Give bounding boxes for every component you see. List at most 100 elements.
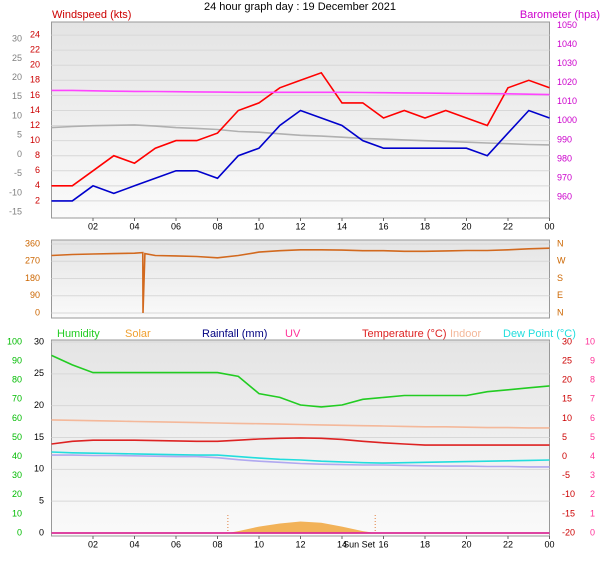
line bbox=[51, 71, 550, 187]
y3-tick-label: 60 bbox=[12, 413, 22, 423]
area bbox=[227, 521, 376, 533]
x-tick-label: 22 bbox=[503, 539, 513, 549]
y2-tick-label: N bbox=[557, 307, 564, 317]
legend-entry: Solar bbox=[125, 328, 151, 340]
y3-tick-label: -10 bbox=[9, 187, 22, 197]
y3-tick-label: 50 bbox=[12, 432, 22, 442]
annotation: Sun Set bbox=[343, 539, 376, 549]
y2-tick-label: 1030 bbox=[557, 58, 577, 68]
x-tick-label: 18 bbox=[420, 539, 430, 549]
y-tick-label: 20 bbox=[30, 60, 40, 70]
legend-entry: Dew Point (°C) bbox=[503, 328, 576, 340]
line bbox=[51, 419, 550, 429]
legend-entry: UV bbox=[285, 328, 301, 340]
y2-tick-label: 980 bbox=[557, 153, 572, 163]
y3-tick-label: 5 bbox=[17, 130, 22, 140]
y3-tick-label: -15 bbox=[9, 207, 22, 217]
y-tick-label: 360 bbox=[25, 238, 40, 248]
x-tick-label: 02 bbox=[88, 221, 98, 231]
line bbox=[51, 247, 550, 314]
x-tick-label: 02 bbox=[88, 539, 98, 549]
y3-tick-label: 0 bbox=[17, 527, 22, 537]
y4-tick-label: 9 bbox=[590, 355, 595, 365]
y-tick-label: 20 bbox=[34, 400, 44, 410]
x-tick-label: 00 bbox=[544, 221, 554, 231]
y-tick-label: 24 bbox=[30, 29, 40, 39]
y-tick-label: 180 bbox=[25, 273, 40, 283]
x-tick-label: 10 bbox=[254, 221, 264, 231]
y3-tick-label: 80 bbox=[12, 375, 22, 385]
y4-tick-label: 5 bbox=[590, 432, 595, 442]
y2-tick-label: 1020 bbox=[557, 77, 577, 87]
y2-tick-label: 1040 bbox=[557, 39, 577, 49]
y-tick-label: 30 bbox=[34, 336, 44, 346]
y-tick-label: 22 bbox=[30, 45, 40, 55]
y4-tick-label: 6 bbox=[590, 413, 595, 423]
chart-title: 24 hour graph day : 19 December 2021 bbox=[204, 1, 396, 13]
y2-tick-label: -20 bbox=[562, 527, 575, 537]
y3-tick-label: 10 bbox=[12, 508, 22, 518]
x-tick-label: 22 bbox=[503, 221, 513, 231]
y2-tick-label: E bbox=[557, 290, 563, 300]
y-tick-label: 10 bbox=[30, 135, 40, 145]
y2-tick-label: 5 bbox=[562, 432, 567, 442]
y4-tick-label: 0 bbox=[590, 527, 595, 537]
x-tick-label: 16 bbox=[378, 539, 388, 549]
y-tick-label: 10 bbox=[34, 464, 44, 474]
y3-tick-label: 0 bbox=[17, 149, 22, 159]
x-tick-label: 04 bbox=[129, 221, 139, 231]
y2-tick-label: -15 bbox=[562, 508, 575, 518]
y2-tick-label: W bbox=[557, 256, 566, 266]
y2-tick-label: 1000 bbox=[557, 115, 577, 125]
y-tick-label: 25 bbox=[34, 368, 44, 378]
y3-tick-label: 100 bbox=[7, 336, 22, 346]
x-tick-label: 12 bbox=[295, 221, 305, 231]
legend-entry: Indoor bbox=[450, 328, 482, 340]
y4-tick-label: 1 bbox=[590, 508, 595, 518]
y2-tick-label: 990 bbox=[557, 134, 572, 144]
y4-tick-label: 7 bbox=[590, 394, 595, 404]
y-tick-label: 15 bbox=[34, 432, 44, 442]
y3-tick-label: 30 bbox=[12, 34, 22, 44]
legend-entry: Humidity bbox=[57, 328, 100, 340]
x-tick-label: 08 bbox=[212, 539, 222, 549]
y3-tick-label: 40 bbox=[12, 451, 22, 461]
y-tick-label: 90 bbox=[30, 290, 40, 300]
y2-tick-label: 960 bbox=[557, 191, 572, 201]
line bbox=[51, 109, 550, 202]
y4-tick-label: 10 bbox=[585, 336, 595, 346]
line bbox=[51, 354, 550, 408]
y-tick-label: 6 bbox=[35, 165, 40, 175]
y2-tick-label: 25 bbox=[562, 355, 572, 365]
y4-tick-label: 2 bbox=[590, 489, 595, 499]
y4-tick-label: 8 bbox=[590, 375, 595, 385]
y2-tick-label: N bbox=[557, 238, 564, 248]
y3-tick-label: 10 bbox=[12, 110, 22, 120]
y4-tick-label: 3 bbox=[590, 470, 595, 480]
y2-tick-label: -5 bbox=[562, 470, 570, 480]
y-tick-label: 12 bbox=[30, 120, 40, 130]
y2-tick-label: 20 bbox=[562, 375, 572, 385]
y3-tick-label: 25 bbox=[12, 53, 22, 63]
y3-tick-label: 30 bbox=[12, 470, 22, 480]
y2-tick-label: 30 bbox=[562, 336, 572, 346]
y2-tick-label: 1010 bbox=[557, 96, 577, 106]
x-tick-label: 20 bbox=[461, 221, 471, 231]
y2-tick-label: 10 bbox=[562, 413, 572, 423]
y-tick-label: 5 bbox=[39, 496, 44, 506]
y3-tick-label: 70 bbox=[12, 394, 22, 404]
y2-tick-label: 1050 bbox=[557, 20, 577, 30]
x-tick-label: 08 bbox=[212, 221, 222, 231]
line bbox=[51, 437, 550, 446]
y-tick-label: 0 bbox=[35, 307, 40, 317]
legend-entry: Temperature (°C) bbox=[362, 328, 446, 340]
x-tick-label: 14 bbox=[337, 539, 347, 549]
legend-entry: Rainfall (mm) bbox=[202, 328, 267, 340]
y3-tick-label: 20 bbox=[12, 72, 22, 82]
y-tick-label: 0 bbox=[39, 527, 44, 537]
x-tick-label: 12 bbox=[295, 539, 305, 549]
x-tick-label: 06 bbox=[171, 539, 181, 549]
x-tick-label: 04 bbox=[129, 539, 139, 549]
line bbox=[51, 124, 550, 146]
y4-tick-label: 4 bbox=[590, 451, 595, 461]
